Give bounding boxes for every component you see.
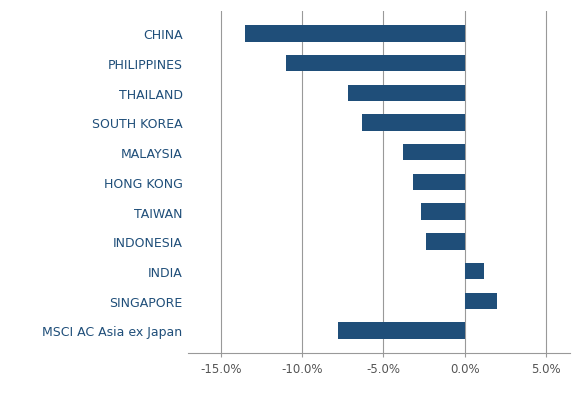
- Bar: [426, 233, 465, 250]
- Bar: [421, 204, 465, 220]
- Bar: [362, 115, 465, 132]
- Bar: [403, 145, 465, 161]
- Bar: [465, 293, 497, 309]
- Bar: [338, 322, 465, 339]
- Bar: [286, 56, 465, 72]
- Bar: [465, 263, 484, 279]
- Bar: [348, 85, 465, 102]
- Bar: [413, 174, 465, 190]
- Bar: [245, 26, 465, 43]
